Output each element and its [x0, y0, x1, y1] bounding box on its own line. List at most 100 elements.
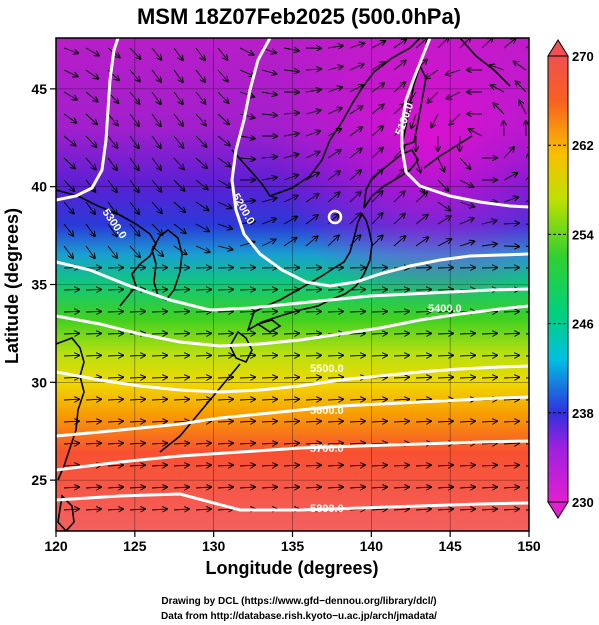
wind-arrow [195, 311, 211, 312]
wind-arrow [305, 90, 321, 92]
colorbar-tick-label: 270 [572, 49, 594, 64]
wind-arrow [129, 113, 139, 126]
wind-arrow [459, 179, 473, 187]
wind-arrow [305, 487, 321, 488]
wind-arrow [85, 333, 101, 334]
wind-arrow [349, 127, 362, 137]
wind-arrow [371, 355, 387, 356]
wind-arrow [428, 91, 439, 103]
wind-arrow [305, 333, 321, 334]
wind-arrow [173, 421, 189, 422]
wind-arrow [85, 47, 99, 56]
wind-arrow [349, 487, 365, 488]
wind-arrow [261, 114, 277, 115]
wind-arrow [283, 333, 299, 334]
wind-arrow [327, 421, 343, 422]
wind-arrow [459, 377, 475, 378]
wind-arrow [371, 465, 387, 466]
wind-arrow [107, 245, 117, 258]
wind-arrow [239, 91, 254, 97]
wind-arrow [195, 223, 209, 231]
wind-arrow [459, 218, 474, 225]
wind-arrow [283, 113, 299, 114]
wind-arrow [107, 443, 123, 444]
wind-arrow [173, 487, 189, 488]
wind-arrow [85, 355, 101, 356]
wind-arrow [503, 355, 519, 356]
coastline-kamchatka [459, 38, 511, 87]
wind-arrow [239, 47, 253, 55]
wind-arrow [371, 126, 383, 137]
wind-arrow [437, 201, 450, 211]
wind-arrow [283, 175, 298, 181]
wind-arrow [151, 509, 167, 510]
wind-arrow [437, 465, 453, 466]
y-tick-label: 25 [31, 472, 47, 488]
wind-arrow [327, 66, 343, 71]
wind-arrow [349, 443, 365, 444]
wind-arrow [437, 38, 449, 49]
wind-arrow [261, 443, 277, 444]
wind-arrow [85, 421, 101, 422]
wind-arrow [415, 38, 427, 49]
coastline-japan-honshu [246, 212, 373, 332]
wind-arrow [459, 241, 474, 247]
wind-arrow [503, 399, 519, 400]
wind-arrow [516, 81, 527, 93]
wind-arrow [107, 377, 123, 378]
wind-arrow [437, 311, 453, 312]
wind-arrow [151, 487, 167, 488]
wind-arrow [107, 223, 117, 236]
wind-arrow [63, 487, 79, 488]
wind-arrow [371, 148, 383, 159]
wind-arrow [261, 333, 277, 334]
wind-arrow [173, 69, 183, 82]
wind-arrow [129, 399, 145, 400]
wind-arrow [283, 465, 299, 466]
wind-arrow [327, 87, 342, 93]
wind-arrow [481, 355, 497, 356]
wind-arrow [481, 421, 497, 422]
wind-arrow [217, 246, 233, 250]
wind-arrow [305, 399, 321, 400]
wind-arrow [151, 179, 161, 192]
wind-arrow [415, 289, 431, 290]
wind-arrow [503, 311, 519, 312]
wind-arrow [283, 70, 299, 72]
wind-arrow [327, 443, 343, 444]
wind-arrow [217, 69, 228, 81]
y-axis-label: Latitude (degrees) [2, 208, 22, 364]
height-contours [56, 38, 529, 512]
wind-arrow [459, 421, 475, 422]
wind-arrow [481, 465, 497, 466]
wind-arrow [85, 113, 97, 124]
wind-arrow [217, 487, 233, 488]
wind-arrow [393, 61, 406, 71]
wind-arrow [129, 443, 145, 444]
wind-arrow [371, 399, 387, 400]
wind-arrow [217, 509, 233, 510]
wind-arrow [217, 47, 227, 60]
x-tick-label: 120 [44, 538, 68, 554]
wind-arrow [283, 443, 299, 444]
wind-arrow [415, 215, 428, 225]
wind-arrow [195, 443, 211, 444]
coastline-japan-hokkaido [363, 149, 419, 209]
wind-arrow [503, 487, 519, 488]
wind-arrow [151, 465, 167, 466]
wind-arrow [195, 47, 205, 60]
wind-arrow [195, 377, 211, 378]
wind-arrow [415, 399, 431, 400]
wind-arrow [327, 150, 341, 159]
wind-arrow [107, 355, 123, 356]
wind-arrow [503, 223, 519, 224]
wind-arrow [151, 443, 167, 444]
wind-arrow [393, 289, 409, 290]
colorbar-min-arrow [547, 501, 569, 519]
wind-arrow [519, 101, 527, 115]
wind-arrow [525, 311, 529, 313]
wind-arrow [525, 144, 529, 159]
wind-arrow [63, 179, 74, 191]
wind-arrow [63, 355, 79, 356]
wind-arrow [371, 421, 387, 422]
